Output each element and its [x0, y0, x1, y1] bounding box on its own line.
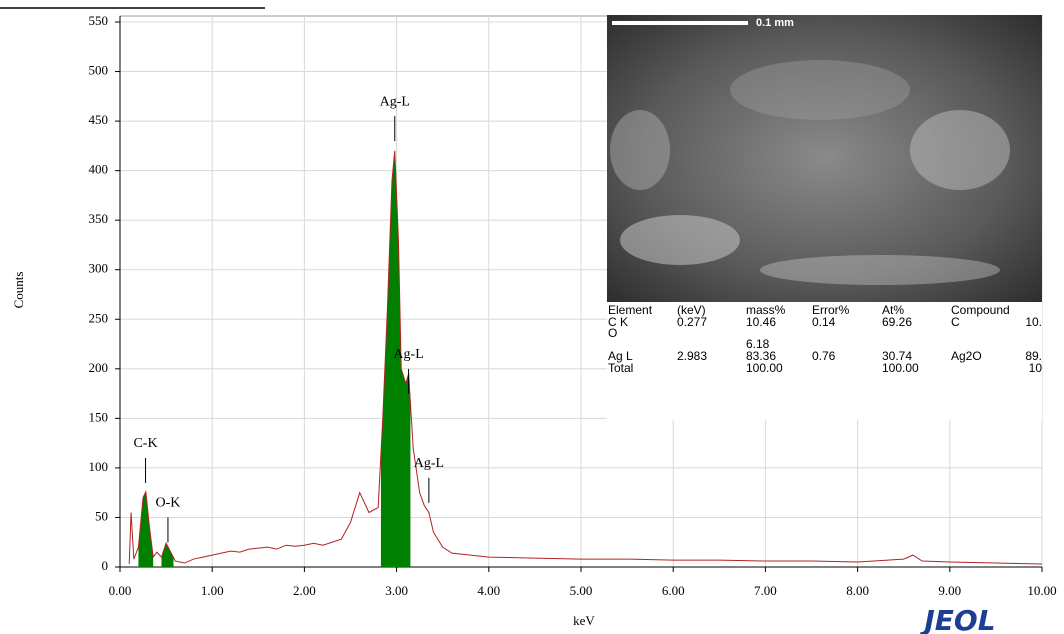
y-tick-label: 450 — [89, 112, 109, 127]
table-cell: 89. — [1025, 349, 1042, 363]
table-cell: 10 — [1029, 361, 1043, 375]
y-tick-label: 0 — [102, 558, 109, 573]
annotation-label: Ag-L — [414, 456, 444, 471]
table-cell: Element — [608, 303, 653, 317]
inset-image: 0.1 mm — [607, 15, 1042, 302]
y-tick-label: 350 — [89, 211, 109, 226]
table-cell: 0.14 — [812, 315, 836, 329]
x-tick-label: 3.00 — [385, 583, 408, 598]
y-axis-label: Counts — [11, 272, 26, 309]
y-tick-label: 150 — [89, 409, 109, 424]
x-tick-label: 5.00 — [570, 583, 593, 598]
spectrum-line — [128, 150, 1043, 565]
table-cell: Ag L — [608, 349, 633, 363]
annotation-label: C-K — [133, 436, 157, 451]
y-tick-label: 100 — [89, 459, 109, 474]
table-cell: 69.26 — [882, 315, 912, 329]
table-cell: mass% — [746, 303, 786, 317]
y-tick-label: 200 — [89, 360, 109, 375]
scale-label: 0.1 mm — [756, 17, 794, 29]
x-tick-label: 10.00 — [1027, 583, 1056, 598]
x-tick-label: 2.00 — [293, 583, 316, 598]
table-cell: 10. — [1025, 315, 1042, 329]
x-tick-label: 1.00 — [201, 583, 224, 598]
y-tick-label: 300 — [89, 261, 109, 276]
table-cell: 83.36 — [746, 349, 776, 363]
annotation-label: Ag-L — [393, 347, 423, 362]
y-tick-label: 550 — [89, 13, 109, 28]
x-axis-label: keV — [573, 613, 595, 628]
x-tick-label: 6.00 — [662, 583, 685, 598]
logo: JEOL — [919, 604, 995, 634]
table-cell: 0.76 — [812, 349, 836, 363]
table-cell: O — [608, 326, 617, 340]
x-tick-label: 7.00 — [754, 583, 777, 598]
y-tick-label: 50 — [95, 508, 108, 523]
table-cell: At% — [882, 303, 904, 317]
table-cell: 100.00 — [882, 361, 919, 375]
y-tick-label: 400 — [89, 162, 109, 177]
table-cell: (keV) — [677, 303, 706, 317]
table-cell: Total — [608, 361, 633, 375]
x-tick-label: 9.00 — [938, 583, 961, 598]
table-cell: 30.74 — [882, 349, 912, 363]
annotation-label: O-K — [155, 496, 180, 511]
table-cell: 10.46 — [746, 315, 776, 329]
x-tick-label: 0.00 — [109, 583, 132, 598]
annotation-label: Ag-L — [380, 94, 410, 109]
y-tick-label: 500 — [89, 63, 109, 78]
table-cell: C — [951, 315, 960, 329]
peak-fill — [380, 150, 411, 567]
table-cell: Error% — [812, 303, 850, 317]
table-cell: 2.983 — [677, 349, 707, 363]
table-cell: Ag2O — [951, 349, 982, 363]
table-cell: Compound — [951, 303, 1010, 317]
y-tick-label: 250 — [89, 310, 109, 325]
table-background — [607, 302, 1042, 420]
x-tick-label: 8.00 — [846, 583, 869, 598]
table-cell: 0.277 — [677, 315, 707, 329]
table-cell: C K — [608, 315, 628, 329]
table-cell: 100.00 — [746, 361, 783, 375]
table-cell: 6.18 — [746, 337, 770, 351]
x-tick-label: 4.00 — [477, 583, 500, 598]
